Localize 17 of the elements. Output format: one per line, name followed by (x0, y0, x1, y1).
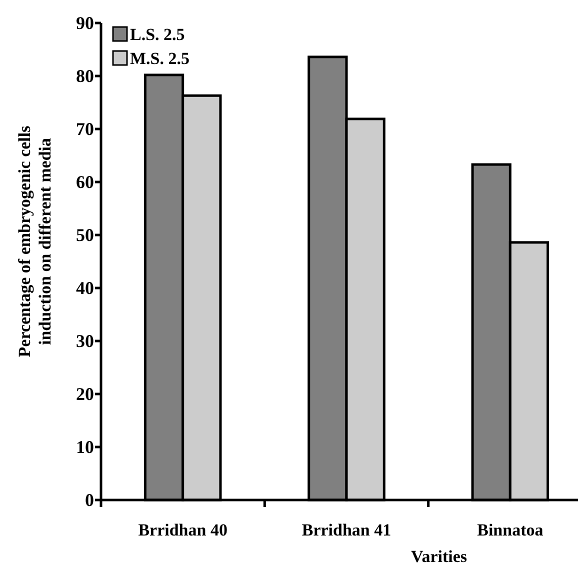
y-tick-label: 20 (76, 384, 94, 404)
legend-label: L.S. 2.5 (130, 25, 185, 44)
legend-label: M.S. 2.5 (130, 49, 190, 68)
y-tick-label: 60 (76, 172, 94, 192)
x-tick-label: Binnatoa (477, 520, 544, 540)
y-tick-label: 30 (76, 330, 94, 351)
x-axis-title: Varities (410, 547, 468, 566)
y-tick-label: 80 (76, 66, 94, 86)
y-tick-label: 90 (76, 12, 94, 33)
y-tick-label: 70 (76, 118, 94, 139)
y-tick-label: 0 (85, 490, 94, 510)
y-tick-label: 40 (76, 278, 94, 298)
y-tick-label: 10 (76, 436, 94, 457)
x-tick-label: Brridhan 40 (138, 520, 228, 540)
y-axis-title: Percentage of embryogenic cells induction on different media (15, 125, 54, 358)
y-tick-label: 50 (76, 224, 94, 245)
x-tick-label: Brridhan 41 (302, 520, 392, 540)
